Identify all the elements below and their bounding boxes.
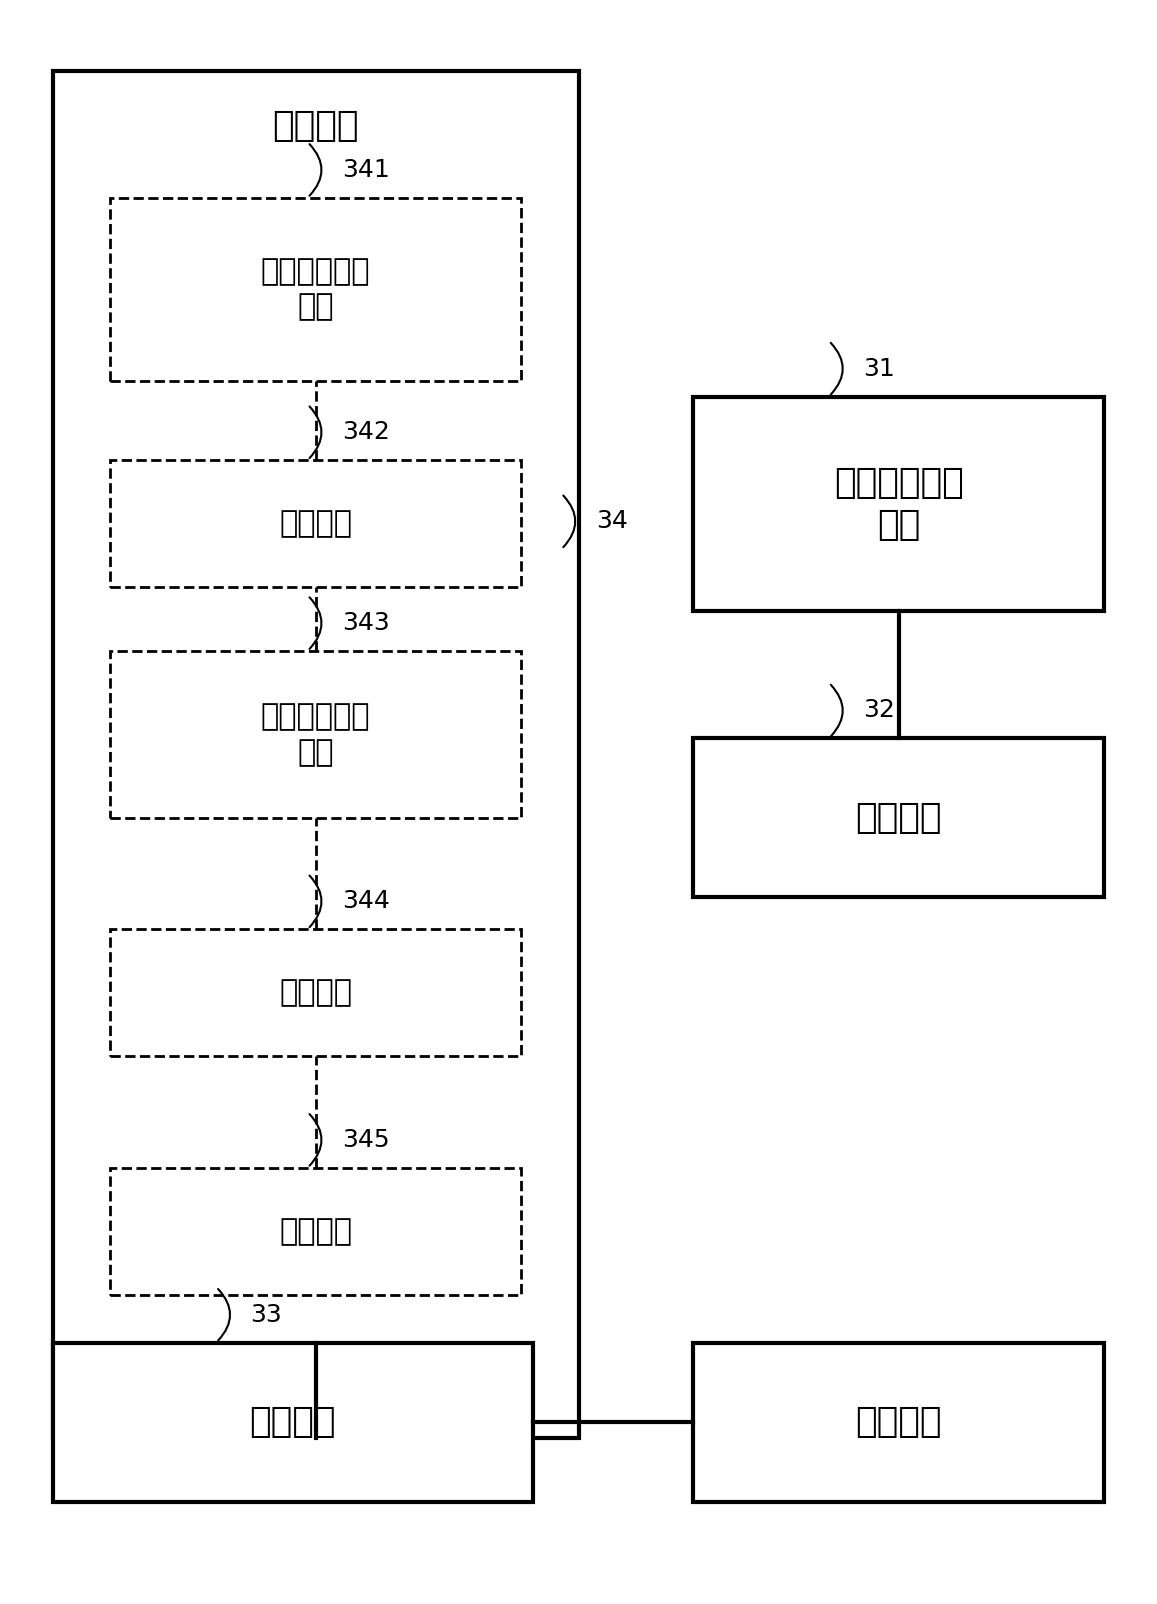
FancyBboxPatch shape [110, 651, 522, 818]
Text: 数据增强处理
模块: 数据增强处理 模块 [260, 703, 370, 767]
Text: 识别模块: 识别模块 [279, 1217, 352, 1246]
FancyBboxPatch shape [110, 197, 522, 380]
Text: 训练模块: 训练模块 [279, 978, 352, 1007]
Text: 345: 345 [341, 1128, 390, 1152]
Text: 344: 344 [341, 889, 390, 913]
Text: 342: 342 [341, 420, 390, 444]
Text: 校准模块: 校准模块 [279, 508, 352, 539]
Text: 31: 31 [863, 356, 894, 380]
Text: 人脸图像获取
单元: 人脸图像获取 单元 [834, 465, 964, 542]
FancyBboxPatch shape [693, 738, 1104, 897]
FancyBboxPatch shape [110, 460, 522, 587]
Text: 343: 343 [341, 611, 390, 635]
Text: 33: 33 [250, 1302, 282, 1327]
Text: 校准单元: 校准单元 [250, 1405, 336, 1439]
Text: 人脸表情获取
模块: 人脸表情获取 模块 [260, 257, 370, 322]
FancyBboxPatch shape [693, 396, 1104, 611]
Text: 32: 32 [863, 698, 896, 722]
Text: 34: 34 [596, 510, 627, 533]
Text: 识别单元: 识别单元 [272, 109, 359, 143]
FancyBboxPatch shape [53, 1343, 532, 1501]
Text: 检测单元: 检测单元 [855, 1405, 942, 1439]
Text: 341: 341 [341, 157, 390, 181]
FancyBboxPatch shape [110, 929, 522, 1057]
FancyBboxPatch shape [53, 71, 578, 1439]
FancyBboxPatch shape [693, 1343, 1104, 1501]
FancyBboxPatch shape [110, 1168, 522, 1294]
Text: 检测单元: 检测单元 [855, 800, 942, 836]
